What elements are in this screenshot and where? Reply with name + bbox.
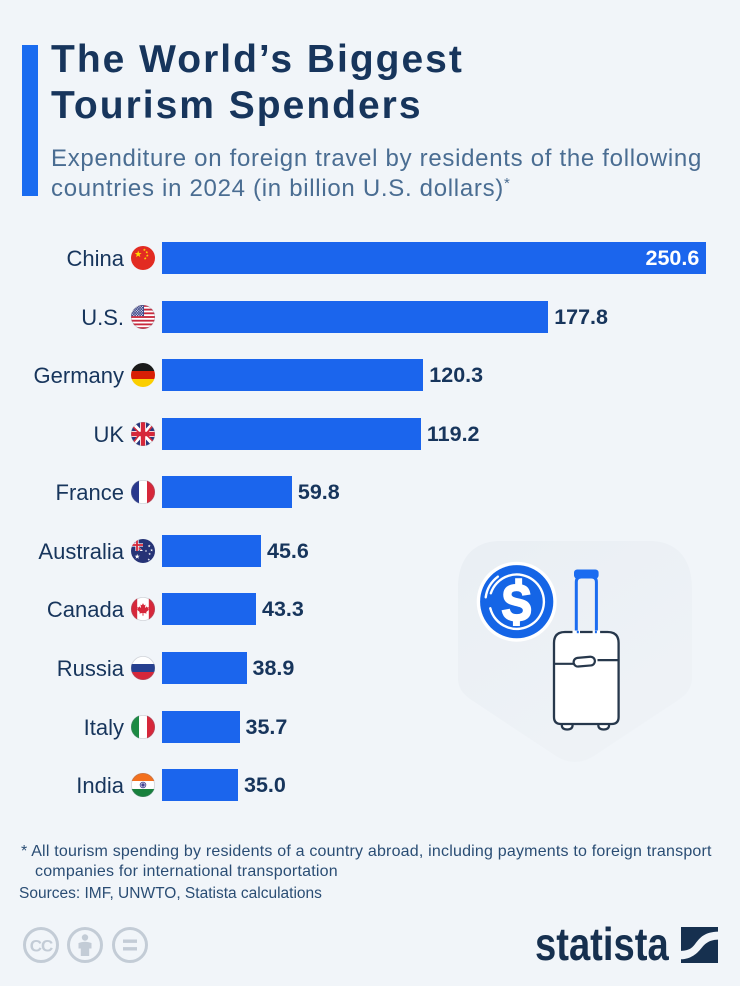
- svg-text:CC: CC: [30, 937, 53, 956]
